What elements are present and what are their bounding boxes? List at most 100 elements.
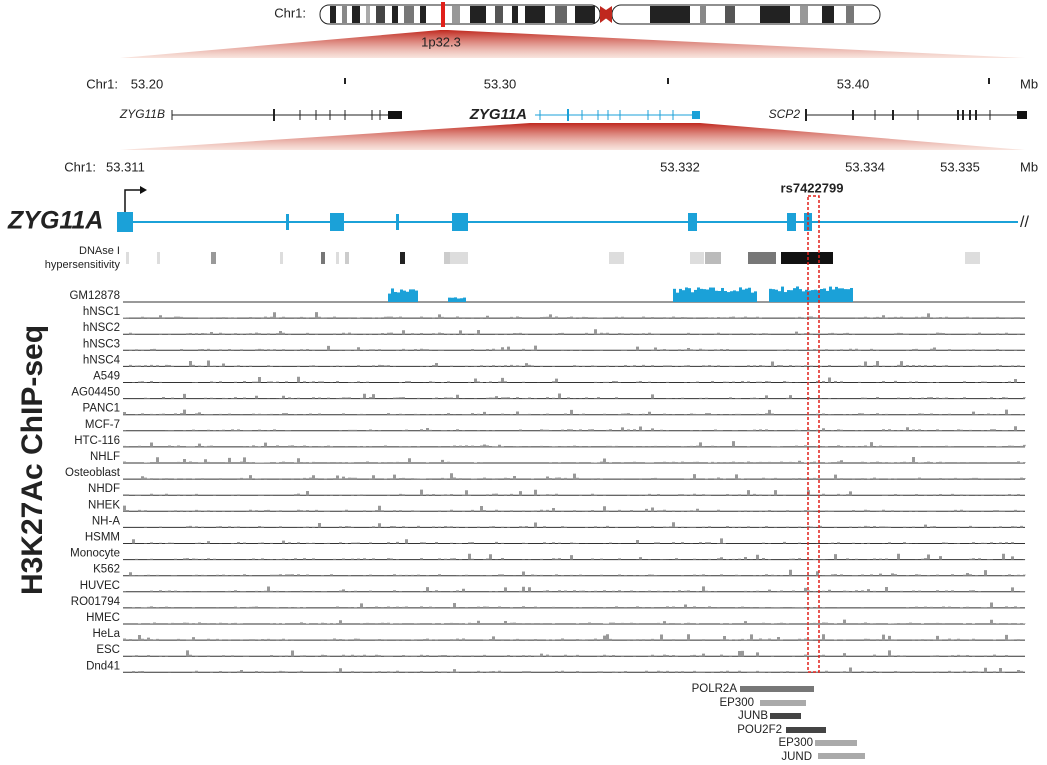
signal: [793, 288, 796, 302]
signal: [835, 287, 838, 302]
signal: [394, 292, 397, 302]
gene-label: SCP2: [769, 107, 801, 121]
signal: [826, 291, 829, 302]
coord-label: 53.334: [845, 159, 885, 174]
signal: [805, 290, 808, 302]
signal: [123, 650, 1026, 656]
coord-label: 53.40: [837, 76, 870, 91]
coord-label: 53.311: [106, 159, 145, 174]
signal: [123, 506, 1026, 512]
figure: // Chr1: 1p32.3 Chr1: 53.20 53.30 53.40 Mb ZYG1…: [0, 0, 1047, 765]
signal: [778, 291, 781, 302]
signal: [754, 291, 757, 302]
track-label: A549: [93, 371, 120, 383]
track-label: Dnd41: [86, 660, 120, 672]
track-label: Osteoblast: [65, 467, 121, 479]
signal: [397, 292, 400, 302]
track-label: HMEC: [86, 612, 120, 624]
signal: [123, 538, 1026, 543]
gene-label: ZYG11A: [469, 106, 527, 123]
signal: [769, 289, 772, 302]
band-label: 1p32.3: [421, 34, 461, 49]
signal: [123, 457, 1026, 463]
signal: [745, 289, 748, 302]
signal: [451, 298, 454, 302]
signal: [454, 297, 457, 302]
signal: [727, 292, 730, 302]
signal: [123, 441, 1026, 447]
signal: [706, 290, 709, 302]
signal: [673, 289, 676, 302]
signal: [400, 290, 403, 302]
gene-models: [172, 78, 1027, 121]
track-label: hNSC1: [83, 306, 120, 318]
tf-label: EP300: [778, 737, 813, 749]
track-label: RO01794: [71, 596, 121, 608]
svg-text://: //: [1020, 214, 1029, 231]
track-label: Monocyte: [70, 548, 120, 560]
coord-label: 53.335: [940, 159, 980, 174]
signal: [814, 290, 817, 302]
signal: [751, 293, 754, 302]
signal: [123, 570, 1026, 576]
signal: [685, 287, 688, 302]
coord-label: 53.30: [484, 76, 517, 91]
track-label: HeLa: [93, 628, 121, 640]
track-label: NH-A: [92, 515, 120, 527]
tf-label: JUNB: [738, 710, 768, 722]
signal: [781, 287, 784, 302]
snp-label: rs7422799: [781, 180, 844, 195]
signal: [123, 312, 1026, 318]
track-label: NHLF: [90, 451, 120, 463]
track-label: PANC1: [83, 403, 121, 415]
dnase-label: DNAse I: [79, 245, 120, 257]
signal: [123, 554, 1026, 560]
signal: [772, 289, 775, 302]
signal: [820, 289, 823, 302]
coord-label: 53.20: [131, 76, 164, 91]
unit-label: Mb: [1020, 159, 1038, 174]
signal: [730, 291, 733, 302]
gene-name: ZYG11A: [7, 207, 103, 235]
coord-label: 53.332: [660, 159, 700, 174]
signal: [718, 291, 721, 302]
gene-structure: //: [117, 186, 1029, 232]
signal: [691, 292, 694, 302]
signal: [457, 299, 460, 302]
signal: [739, 287, 742, 302]
tf-label: POU2F2: [737, 724, 782, 736]
signal: [123, 394, 1026, 399]
track-label: K562: [93, 564, 120, 576]
signal: [463, 298, 466, 302]
signal: [847, 289, 850, 302]
track-label: HUVEC: [80, 580, 120, 592]
tf-label: POLR2A: [692, 683, 738, 695]
gene-label: ZYG11B: [119, 107, 165, 121]
chipseq-title: H3K27Ac ChIP-seq: [16, 325, 49, 595]
signal: [829, 287, 832, 302]
track-label: hNSC3: [83, 338, 120, 350]
signal: [123, 426, 1026, 431]
signal: [123, 346, 1026, 351]
signal: [123, 473, 1026, 479]
track-label: NHDF: [88, 483, 120, 495]
signal: [679, 289, 682, 302]
track-label: hNSC4: [83, 354, 121, 366]
signal: [409, 289, 412, 302]
signal: [715, 291, 718, 302]
signal: [123, 668, 1026, 673]
signal: [460, 298, 463, 302]
signal: [712, 288, 715, 302]
signal: [123, 586, 1026, 591]
track-label: AG04450: [71, 387, 120, 399]
signal: [823, 288, 826, 302]
signal: [123, 360, 1026, 366]
signal: [832, 289, 835, 302]
zoom-funnel: [120, 123, 1025, 150]
chrom-label: Chr1:: [86, 76, 118, 91]
signal: [448, 298, 451, 302]
tf-label: EP300: [719, 697, 754, 709]
signal: [736, 291, 739, 302]
chrom-label: Chr1:: [274, 5, 306, 20]
signal: [388, 294, 391, 302]
